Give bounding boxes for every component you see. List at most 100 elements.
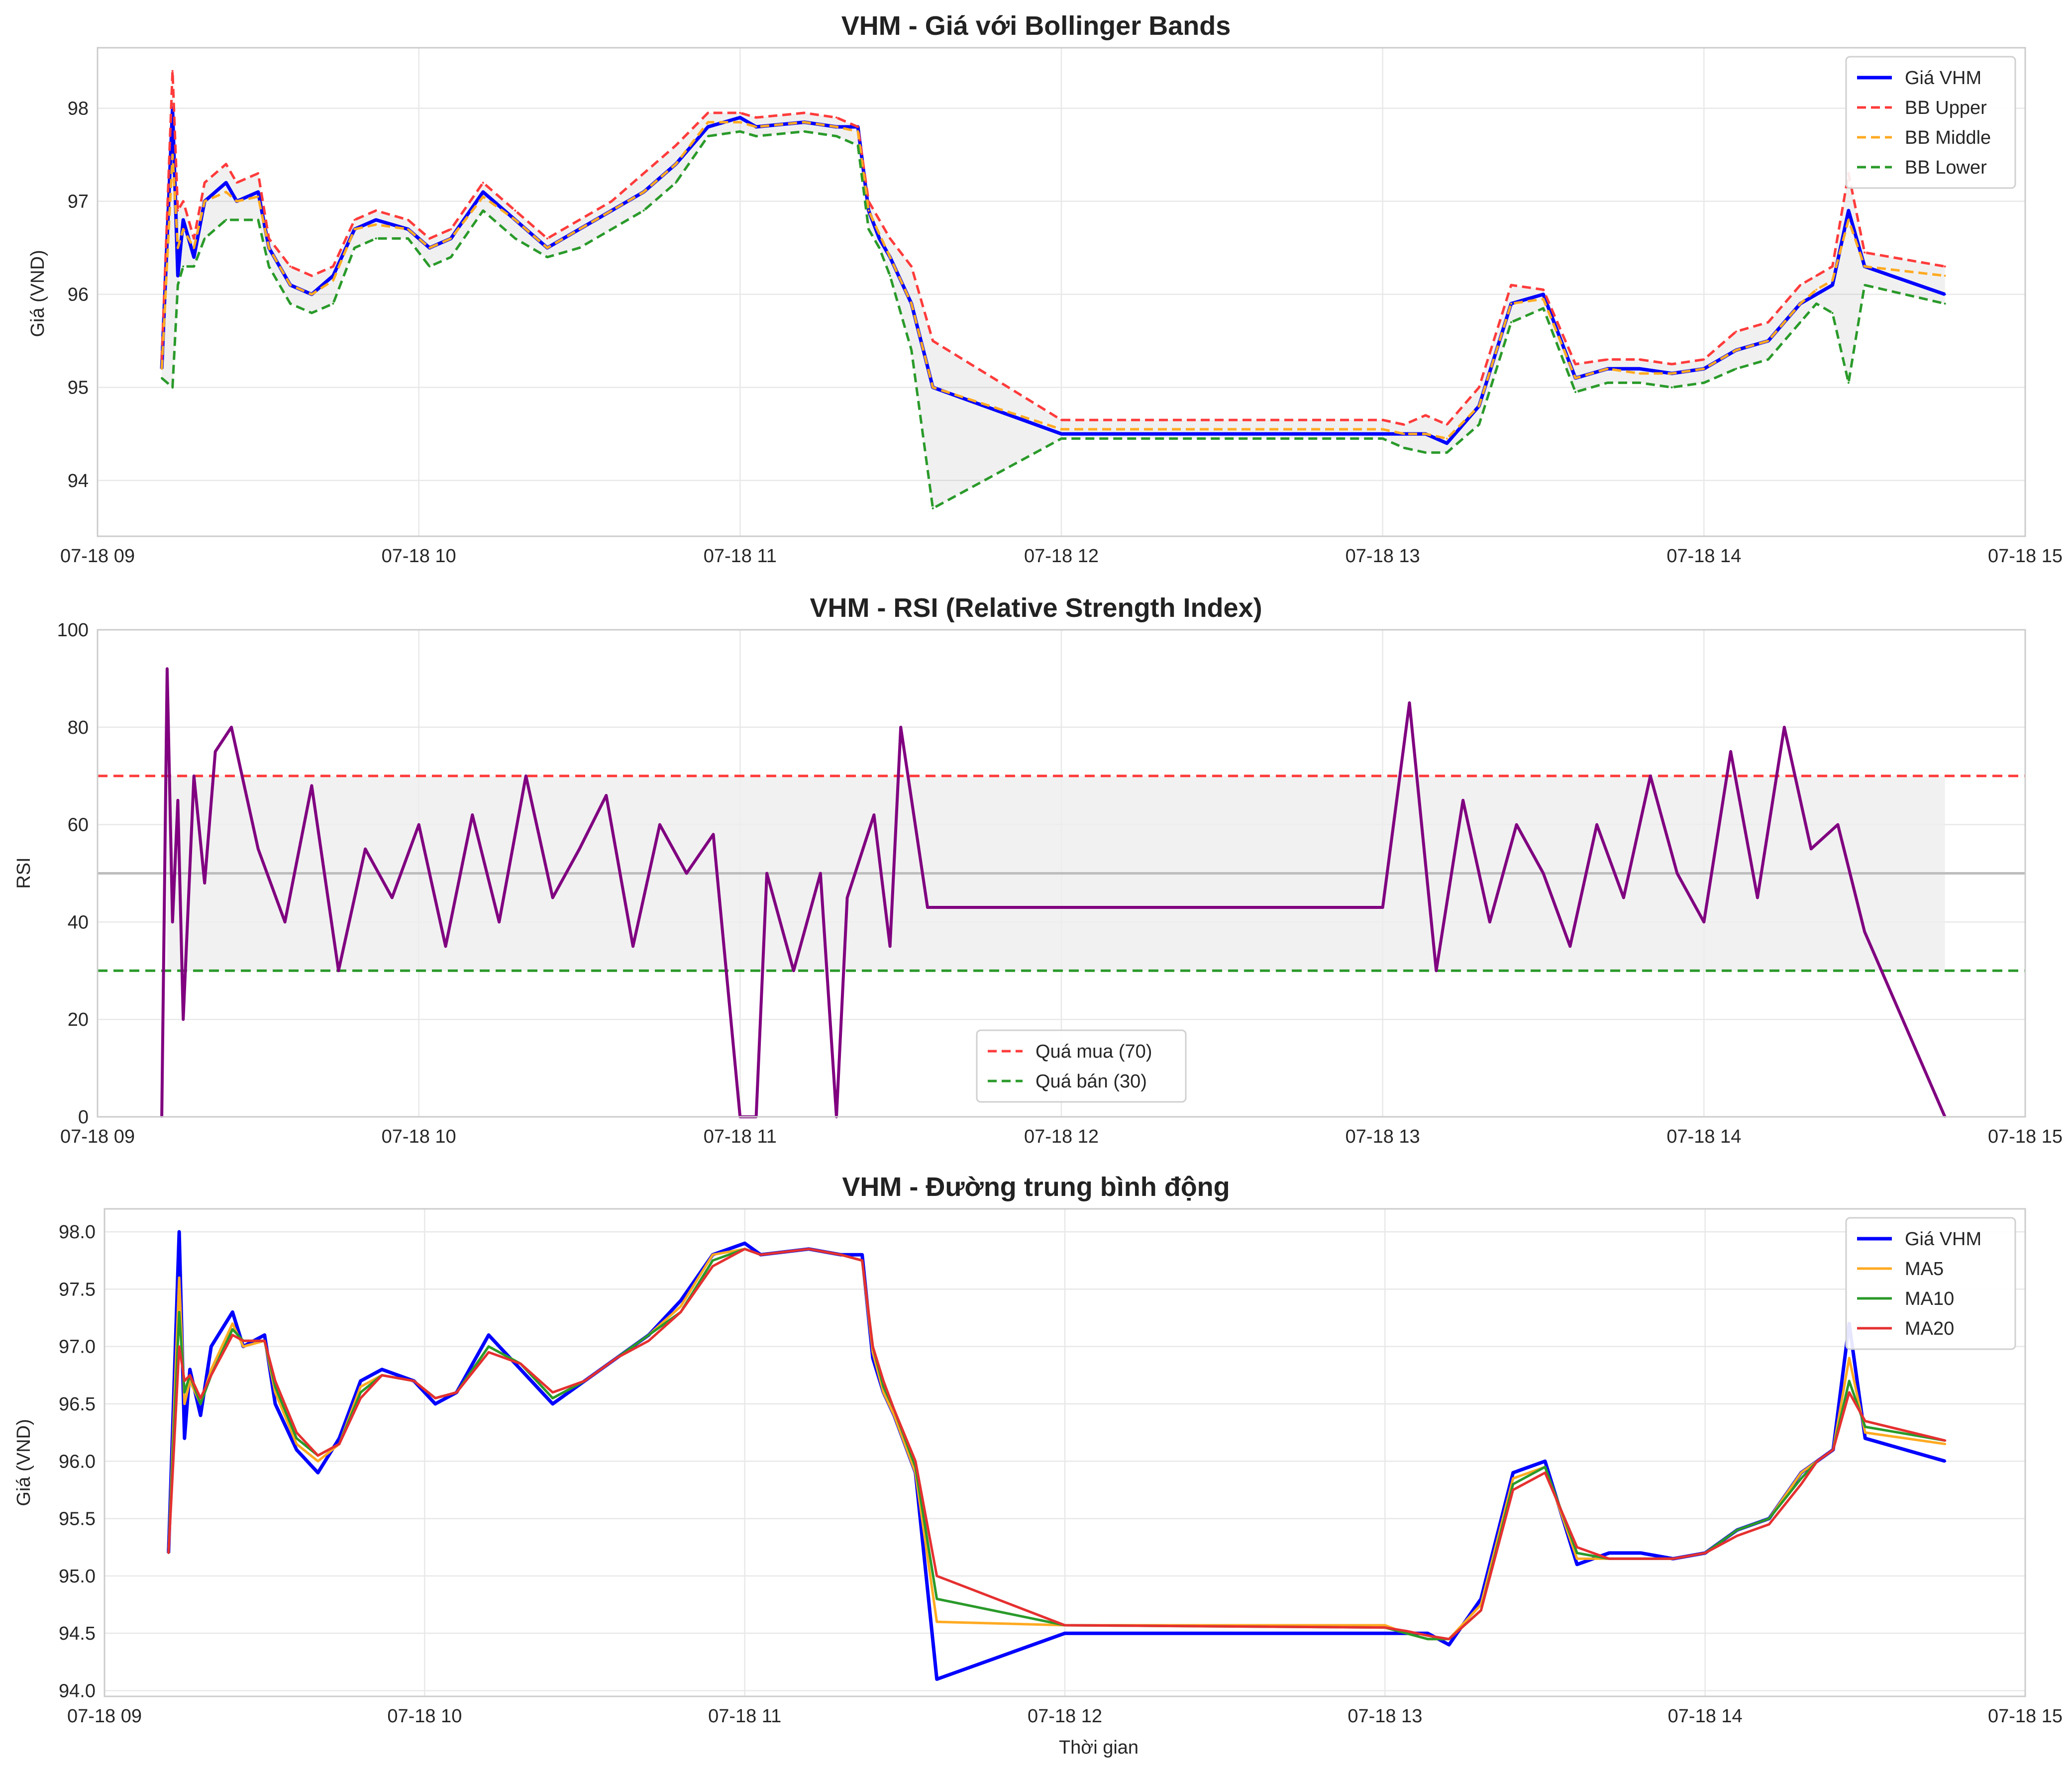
data-point xyxy=(707,111,709,114)
data-point xyxy=(707,135,709,137)
data-point xyxy=(551,1403,554,1405)
data-point xyxy=(1576,1552,1578,1554)
data-point xyxy=(450,256,452,258)
data-point xyxy=(1544,1466,1546,1468)
data-point xyxy=(444,945,447,948)
data-point xyxy=(819,872,822,875)
data-point xyxy=(1670,372,1673,375)
data-point xyxy=(1512,1488,1514,1491)
data-point xyxy=(359,1391,362,1393)
bollinger-panel: VHM - Giá với Bollinger Bands Giá (VND) … xyxy=(27,11,2063,567)
data-point xyxy=(1510,321,1512,323)
data-point xyxy=(316,1454,319,1457)
data-point xyxy=(231,1322,234,1325)
data-point xyxy=(927,906,929,908)
data-point xyxy=(878,237,881,240)
data-point xyxy=(166,668,168,670)
data-point xyxy=(935,1598,938,1600)
y-tick-label: 80 xyxy=(68,717,89,738)
data-point xyxy=(171,154,174,156)
data-point xyxy=(1424,414,1427,416)
data-point xyxy=(889,256,891,258)
data-point xyxy=(311,785,313,787)
x-tick-label: 07-18 12 xyxy=(1024,546,1099,567)
data-point xyxy=(171,386,174,389)
data-point xyxy=(707,121,709,123)
data-point xyxy=(1639,358,1641,361)
data-point xyxy=(1944,302,1946,305)
data-point xyxy=(434,1403,436,1405)
data-point xyxy=(1703,358,1705,361)
data-point xyxy=(1848,1357,1851,1359)
data-point xyxy=(835,126,837,128)
data-point xyxy=(189,1368,191,1371)
data-point xyxy=(1510,302,1512,305)
data-point xyxy=(647,1334,650,1336)
data-point xyxy=(642,172,645,175)
data-point xyxy=(1800,1472,1802,1474)
data-point xyxy=(647,1340,650,1342)
bollinger-band-fill xyxy=(162,71,1945,508)
data-point xyxy=(471,814,474,816)
data-point xyxy=(183,1403,186,1405)
data-point xyxy=(353,228,356,230)
bollinger-ylabel: Giá (VND) xyxy=(27,250,48,337)
legend-label: Giá VHM xyxy=(1905,1229,1981,1250)
data-point xyxy=(1478,423,1480,426)
x-tick-label: 07-18 09 xyxy=(60,1126,135,1147)
data-point xyxy=(519,1363,522,1365)
data-point xyxy=(803,130,806,133)
data-point xyxy=(289,284,292,286)
legend: Giá VHM BB Upper BB Middle BB Lower xyxy=(1845,56,2016,189)
data-point xyxy=(910,265,913,268)
y-tick-label: 100 xyxy=(57,620,89,641)
data-point xyxy=(1542,289,1545,291)
data-point xyxy=(932,507,934,509)
data-point xyxy=(1446,451,1448,454)
legend-label: BB Upper xyxy=(1905,98,1987,118)
data-point xyxy=(675,144,677,147)
data-point xyxy=(1639,382,1641,384)
data-point xyxy=(873,814,875,816)
data-point xyxy=(225,219,227,221)
data-point xyxy=(712,1265,714,1268)
y-tick-label: 40 xyxy=(68,912,89,933)
data-point xyxy=(857,130,859,133)
bollinger-title: VHM - Giá với Bollinger Bands xyxy=(841,11,1231,41)
data-point xyxy=(1756,896,1759,899)
data-point xyxy=(182,200,185,202)
y-tick-label: 60 xyxy=(68,815,89,836)
data-point xyxy=(1606,368,1609,370)
data-point xyxy=(1384,1632,1386,1635)
data-point xyxy=(171,70,174,72)
data-point xyxy=(616,1357,618,1359)
data-point xyxy=(183,1379,186,1382)
data-point xyxy=(878,233,881,235)
data-point xyxy=(1864,1420,1866,1422)
data-point xyxy=(611,209,613,212)
data-point xyxy=(642,209,645,212)
data-point xyxy=(274,1403,277,1405)
data-point xyxy=(1381,906,1384,908)
data-point xyxy=(861,1259,863,1262)
data-point xyxy=(1574,363,1577,365)
data-point xyxy=(893,1408,895,1411)
data-point xyxy=(296,1437,298,1440)
data-point xyxy=(1544,1460,1546,1463)
data-point xyxy=(1060,437,1062,440)
data-point xyxy=(257,196,259,198)
data-point xyxy=(263,1340,266,1342)
data-point xyxy=(289,302,292,305)
data-point xyxy=(739,116,741,119)
data-point xyxy=(882,1379,885,1382)
data-point xyxy=(1384,1624,1386,1626)
data-point xyxy=(551,1397,554,1399)
data-point xyxy=(183,1437,186,1440)
data-point xyxy=(524,775,527,777)
data-point xyxy=(1649,775,1652,777)
data-point xyxy=(932,386,934,389)
data-point xyxy=(1735,368,1737,370)
data-point xyxy=(182,265,185,268)
data-point xyxy=(1064,1632,1066,1635)
data-point xyxy=(846,896,848,899)
